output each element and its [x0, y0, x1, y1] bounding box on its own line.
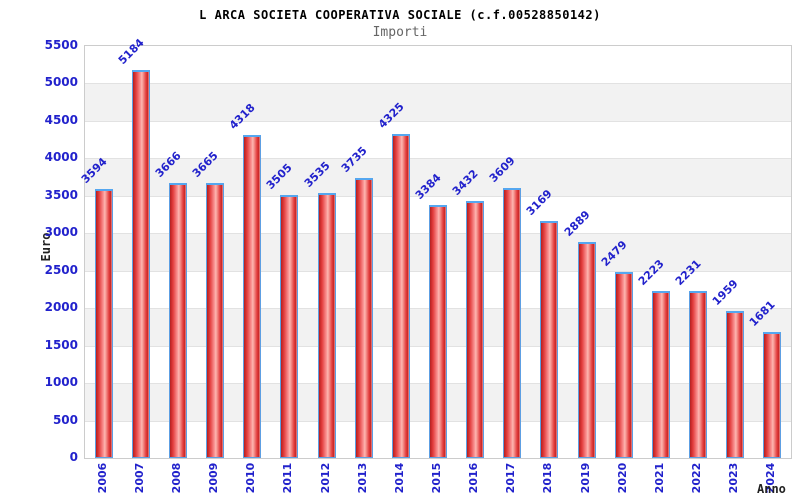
grid-band	[85, 46, 791, 83]
x-tick-label: 2022	[690, 462, 704, 494]
y-tick-label: 5500	[44, 38, 78, 52]
x-tick-label: 2008	[169, 462, 183, 494]
y-tick-label: 2500	[44, 262, 78, 277]
chart-title: L ARCA SOCIETA COOPERATIVA SOCIALE (c.f.…	[199, 8, 601, 22]
bar-2014	[391, 134, 410, 458]
y-tick-label: 2000	[44, 300, 78, 315]
bar-2019	[577, 241, 596, 458]
plot-area: 3594 5184 3666 3665 4318 3505 3535 3735 4325 3384…	[78, 36, 792, 459]
bar-2017	[503, 187, 522, 458]
grid-band	[85, 121, 791, 158]
x-tick-label: 2012	[318, 462, 332, 494]
bar-2006	[94, 188, 113, 458]
gridline	[85, 120, 791, 122]
y-tick-label: 3500	[44, 187, 78, 202]
x-tick-label: 2007	[132, 462, 146, 494]
x-tick-label: 2006	[95, 462, 109, 494]
bar-2009	[206, 183, 225, 458]
bar-2010	[243, 134, 262, 458]
y-tick-label: 1500	[44, 337, 78, 352]
y-tick-label: 4500	[44, 112, 78, 127]
bar-2011	[280, 195, 299, 458]
x-tick-label: 2011	[281, 462, 295, 494]
x-tick-label: 2019	[578, 462, 592, 494]
y-tick-label: 0	[69, 450, 78, 464]
bar-2007	[131, 69, 150, 458]
x-tick-label: 2020	[615, 462, 629, 494]
bar-2015	[429, 204, 447, 458]
bar-2012	[317, 193, 336, 458]
y-tick-label: 1000	[44, 375, 78, 390]
bar-2016	[466, 200, 485, 458]
bar-2022	[689, 290, 708, 458]
bar-2023	[726, 311, 745, 458]
gridline	[85, 83, 791, 85]
x-axis-title: Anno	[757, 482, 786, 496]
bar-2008	[168, 183, 187, 458]
y-tick-label: 500	[52, 412, 78, 427]
y-tick-label: 3000	[44, 225, 78, 240]
bar-2024	[763, 332, 782, 458]
grid-band	[85, 83, 791, 121]
x-tick-label: 2018	[541, 462, 555, 494]
y-tick-label: 5000	[44, 75, 78, 90]
x-tick-label: 2015	[430, 462, 443, 494]
gridline	[85, 195, 791, 197]
y-tick-label: 4000	[44, 150, 78, 165]
x-tick-label: 2009	[207, 462, 221, 494]
bar-2013	[354, 178, 373, 458]
x-tick-label: 2021	[652, 462, 666, 494]
bar-2018	[540, 220, 559, 458]
bar-2020	[614, 272, 633, 458]
x-tick-label: 2017	[504, 462, 518, 494]
x-tick-label: 2010	[244, 462, 258, 494]
x-tick-label: 2023	[727, 462, 741, 494]
gridline	[85, 158, 791, 160]
chart-subtitle: Importi	[372, 25, 428, 40]
x-tick-label: 2013	[355, 462, 369, 494]
x-tick-label: 2014	[392, 462, 406, 494]
grid-band	[85, 158, 791, 196]
x-tick-label: 2016	[467, 462, 481, 494]
bar-2021	[651, 291, 670, 458]
